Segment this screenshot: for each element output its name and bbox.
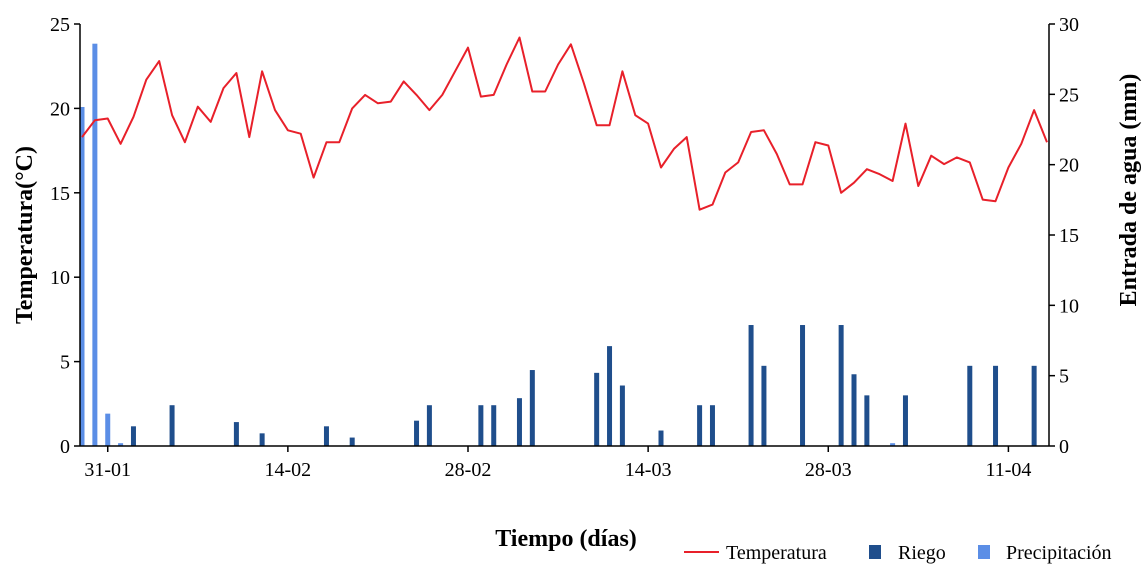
riego-bar xyxy=(516,398,522,446)
riego-bar xyxy=(491,405,497,446)
y-left-ticks: 0 5 10 15 20 25 xyxy=(50,14,80,458)
riego-bar xyxy=(619,385,625,446)
precipitacion-bar xyxy=(92,43,98,447)
riego-bar xyxy=(323,426,329,446)
riego-bar xyxy=(233,422,239,446)
x-tick-label: 11-04 xyxy=(985,459,1031,481)
riego-bar xyxy=(426,405,432,446)
legend-riego-label: Riego xyxy=(898,542,946,564)
precipitacion-bar xyxy=(890,443,896,446)
riego-bar xyxy=(607,346,613,446)
x-tick-label: 28-03 xyxy=(805,459,852,481)
riego-bar xyxy=(967,365,973,446)
y-right-ticks: 0 5 10 15 20 25 30 xyxy=(1049,14,1079,458)
legend-riego-swatch xyxy=(869,545,881,559)
precipitation-bars xyxy=(79,43,896,447)
riego-bar xyxy=(169,405,175,446)
x-axis-title: Tiempo (días) xyxy=(495,526,637,552)
riego-bar xyxy=(697,405,703,446)
y-left-tick-label: 5 xyxy=(60,352,70,374)
y-left-tick-label: 20 xyxy=(50,98,70,120)
y-right-tick-label: 10 xyxy=(1059,295,1079,317)
y-left-tick-label: 10 xyxy=(50,267,70,289)
y-right-tick-label: 30 xyxy=(1059,14,1079,36)
irrigation-bars xyxy=(130,325,1037,446)
riego-bar xyxy=(851,374,857,446)
y-right-tick-label: 15 xyxy=(1059,225,1079,247)
riego-bar xyxy=(748,325,754,446)
riego-bar xyxy=(993,365,999,446)
y-left-axis-title: Temperatura(°C) xyxy=(12,146,38,324)
precipitacion-bar xyxy=(79,106,85,446)
y-right-axis-title: Entrada de agua (mm) xyxy=(1116,74,1142,307)
riego-bar xyxy=(902,395,908,446)
y-right-tick-label: 20 xyxy=(1059,155,1079,177)
riego-bar xyxy=(529,370,535,446)
riego-bar xyxy=(709,405,715,446)
x-tick-label: 14-03 xyxy=(625,459,672,481)
y-right-tick-label: 25 xyxy=(1059,84,1079,106)
legend: Temperatura Riego Precipitación xyxy=(684,542,1112,564)
temperature-line xyxy=(81,36,1048,211)
riego-bar xyxy=(594,372,600,446)
precipitacion-bar xyxy=(118,443,124,446)
riego-bar xyxy=(130,426,136,446)
riego-bar xyxy=(761,365,767,446)
riego-bar xyxy=(838,325,844,446)
riego-bar xyxy=(259,433,265,446)
legend-temperatura-label: Temperatura xyxy=(726,542,827,564)
x-tick-label: 31-01 xyxy=(84,459,131,481)
riego-bar xyxy=(478,405,484,446)
riego-bar xyxy=(864,395,870,446)
y-right-tick-label: 5 xyxy=(1059,366,1069,388)
riego-bar xyxy=(658,430,664,446)
riego-bar xyxy=(349,437,355,446)
legend-precipitacion-swatch xyxy=(978,545,990,559)
riego-bar xyxy=(1031,365,1037,446)
y-left-tick-label: 15 xyxy=(50,183,70,205)
riego-bar xyxy=(800,325,806,446)
x-ticks: 31-01 14-02 28-02 14-03 28-03 11-04 xyxy=(84,446,1031,481)
precipitacion-bar xyxy=(105,413,111,446)
legend-precipitacion-label: Precipitación xyxy=(1006,542,1112,564)
y-left-tick-label: 25 xyxy=(50,14,70,36)
y-left-tick-label: 0 xyxy=(60,436,70,458)
x-tick-label: 14-02 xyxy=(265,459,312,481)
y-right-tick-label: 0 xyxy=(1059,436,1069,458)
x-tick-label: 28-02 xyxy=(445,459,492,481)
riego-bar xyxy=(414,420,420,446)
